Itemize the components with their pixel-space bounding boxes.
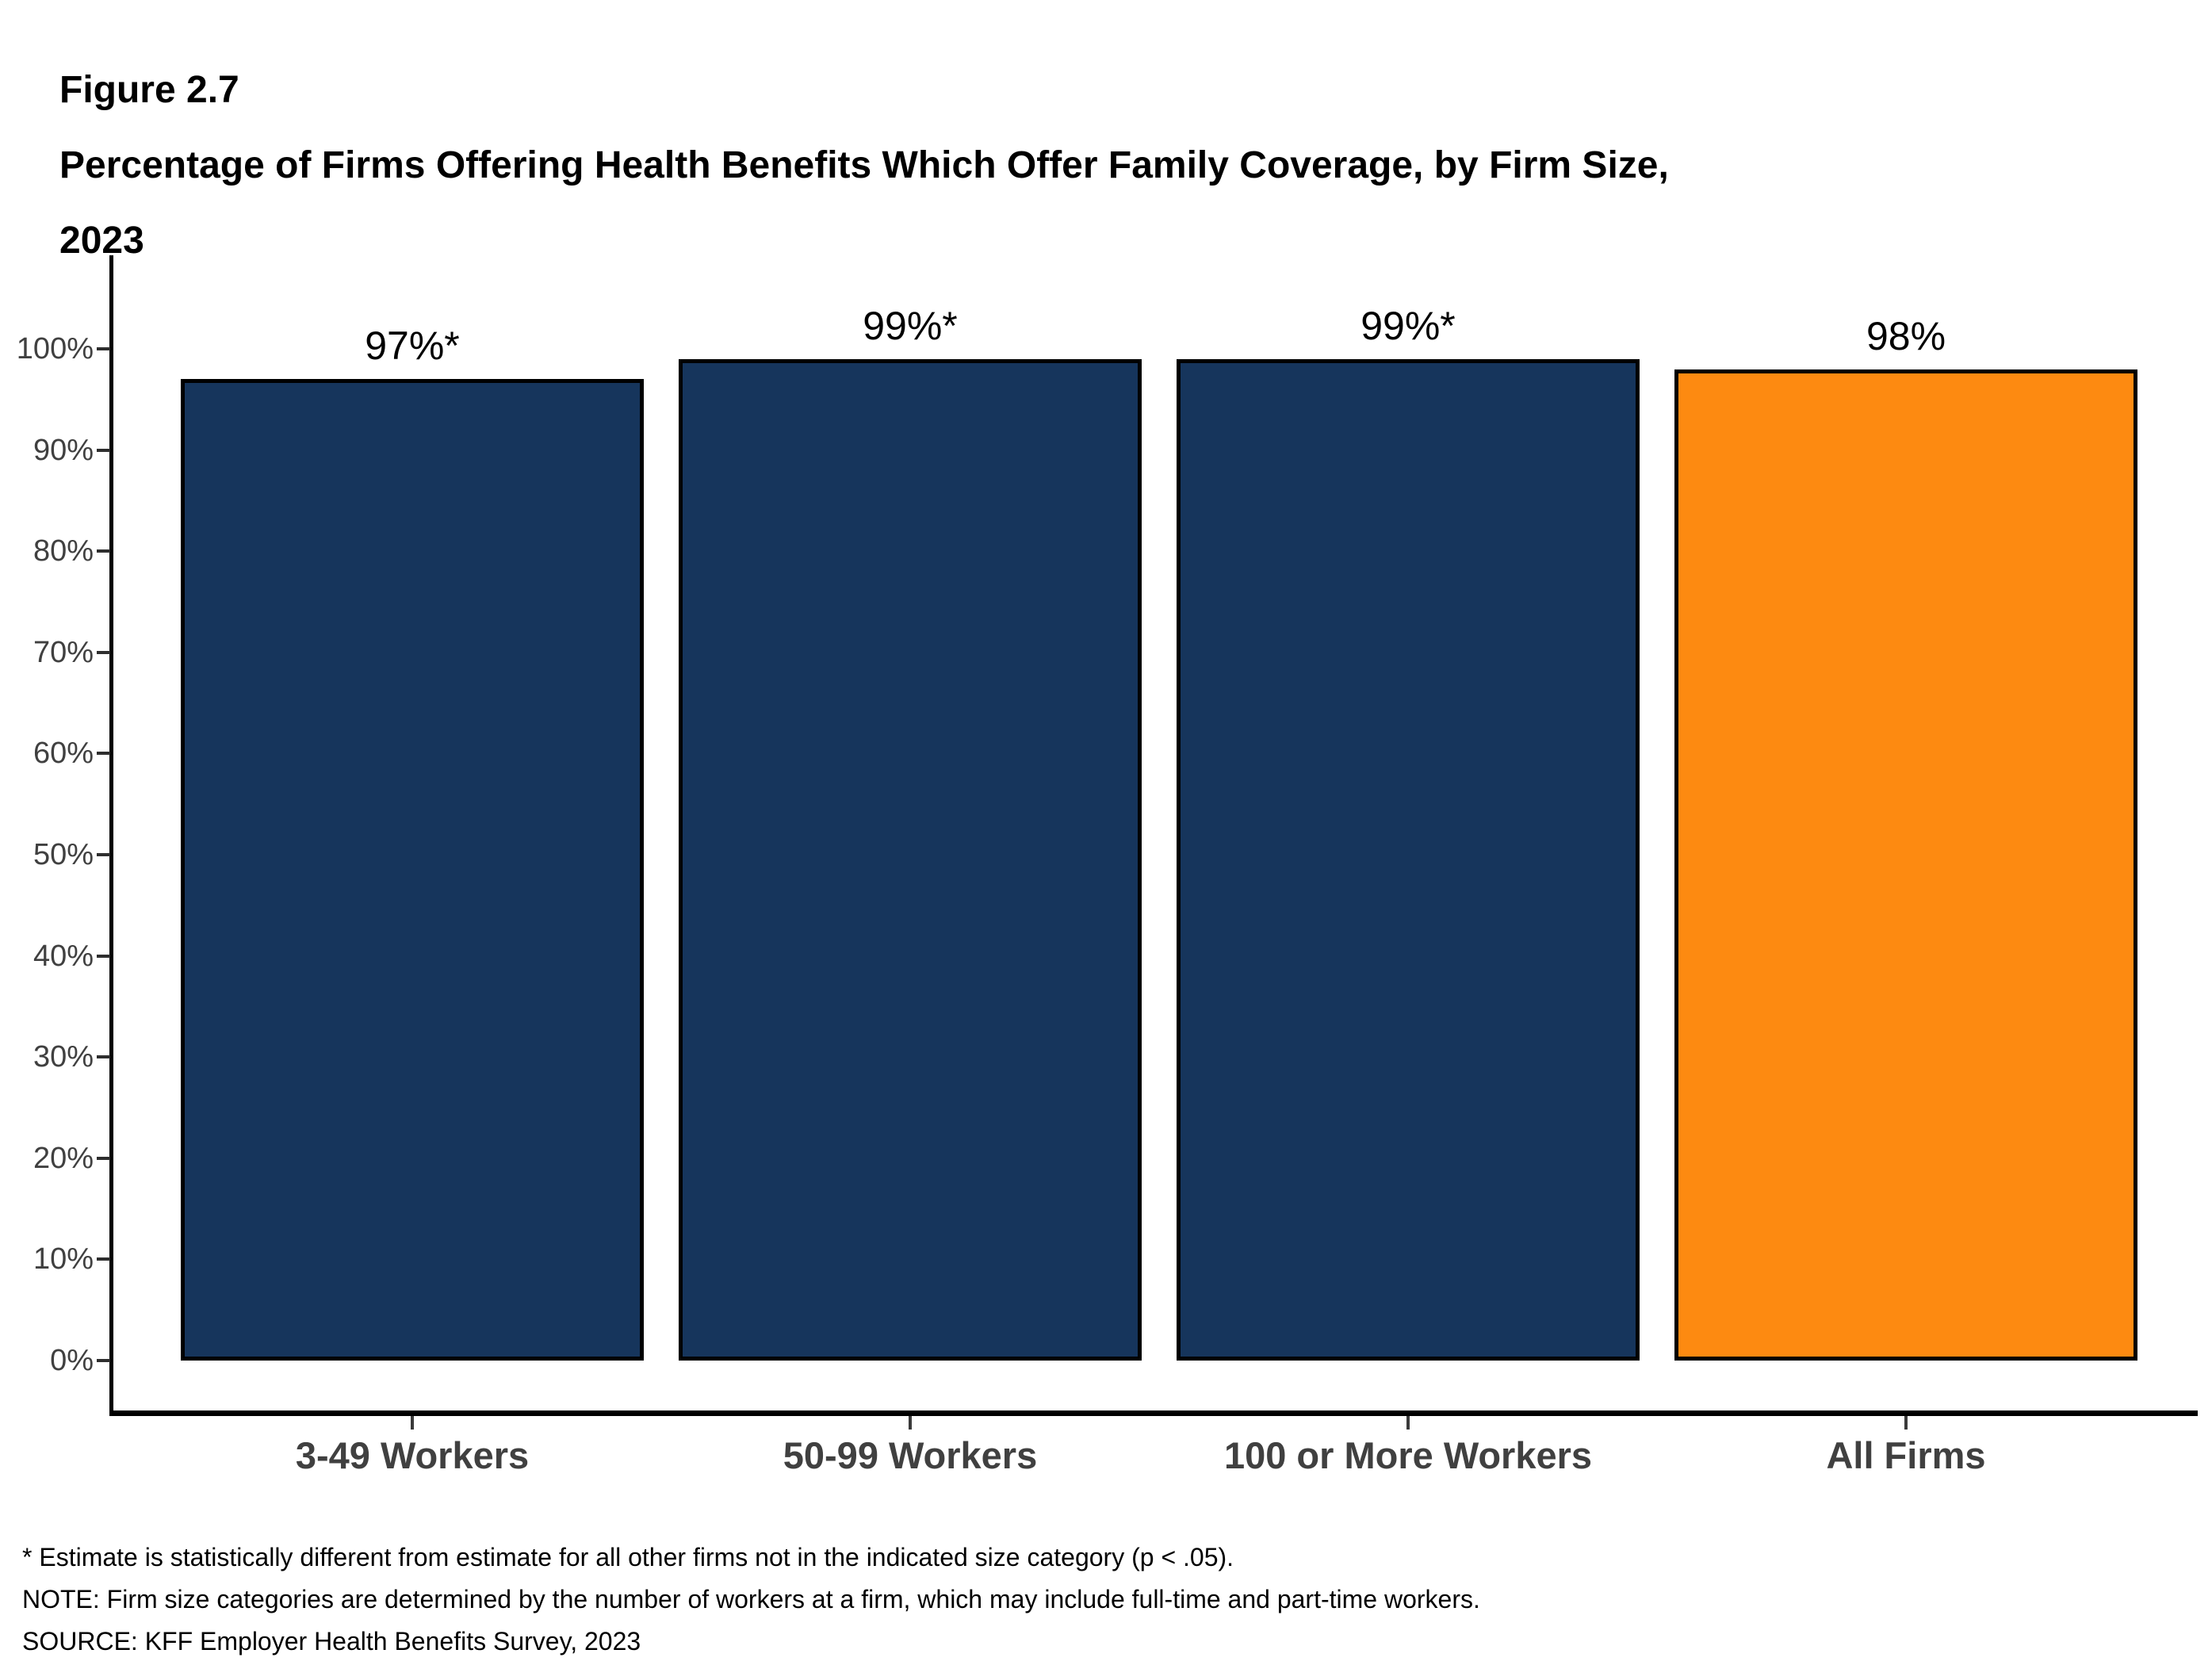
footnote-source: SOURCE: KFF Employer Health Benefits Sur…: [22, 1627, 641, 1655]
x-axis-line: [109, 1410, 2198, 1416]
y-tick-mark: [97, 954, 110, 958]
y-tick-mark: [97, 1156, 110, 1160]
x-tick-mark: [411, 1416, 414, 1430]
y-tick-label: 60%: [33, 737, 94, 771]
figure-number: Figure 2.7: [59, 69, 239, 111]
footnote-note: NOTE: Firm size categories are determine…: [22, 1585, 1480, 1613]
figure-title-line2: 2023: [59, 220, 144, 262]
bar-value-label: 98%: [1866, 313, 1946, 358]
x-tick-mark: [909, 1416, 912, 1430]
y-tick-label: 10%: [33, 1242, 94, 1276]
y-tick-mark: [97, 1359, 110, 1362]
bar-value-label: 99%*: [1360, 303, 1456, 348]
x-tick-mark: [1904, 1416, 1908, 1430]
y-tick-label: 80%: [33, 534, 94, 568]
y-tick-label: 40%: [33, 939, 94, 973]
x-axis-label: 50-99 Workers: [783, 1434, 1038, 1476]
y-tick-label: 90%: [33, 433, 94, 467]
y-tick-label: 30%: [33, 1040, 94, 1074]
y-tick-mark: [97, 1055, 110, 1059]
title-block: Figure 2.7 Percentage of Firms Offering …: [59, 52, 1669, 278]
x-axis-label: 100 or More Workers: [1223, 1434, 1593, 1476]
y-tick-label: 50%: [33, 838, 94, 871]
y-tick-label: 0%: [50, 1344, 94, 1377]
bar-value-label: 99%*: [863, 303, 958, 348]
y-tick-mark: [97, 752, 110, 756]
footnote-asterisk: * Estimate is statistically different fr…: [22, 1543, 1234, 1571]
y-tick-label: 70%: [33, 635, 94, 669]
y-tick-mark: [97, 1257, 110, 1261]
x-axis-label: All Firms: [1826, 1434, 1986, 1476]
x-axis-label: 3-49 Workers: [295, 1434, 530, 1476]
bar-3: [1177, 358, 1640, 1361]
y-tick-label: 100%: [16, 332, 94, 366]
y-tick-mark: [97, 853, 110, 856]
bar-value-label: 97%*: [365, 323, 460, 369]
y-tick-label: 20%: [33, 1141, 94, 1175]
y-tick-mark: [97, 650, 110, 654]
bar-1: [181, 379, 644, 1361]
footnotes: * Estimate is statistically different fr…: [22, 1537, 1480, 1663]
figure-title-line1: Percentage of Firms Offering Health Bene…: [59, 144, 1669, 186]
y-tick-mark: [97, 448, 110, 452]
bar-4: [1674, 369, 2137, 1361]
x-tick-mark: [1406, 1416, 1410, 1430]
y-axis-line: [109, 255, 113, 1416]
y-tick-mark: [97, 347, 110, 350]
y-tick-mark: [97, 549, 110, 553]
bar-2: [679, 358, 1142, 1361]
